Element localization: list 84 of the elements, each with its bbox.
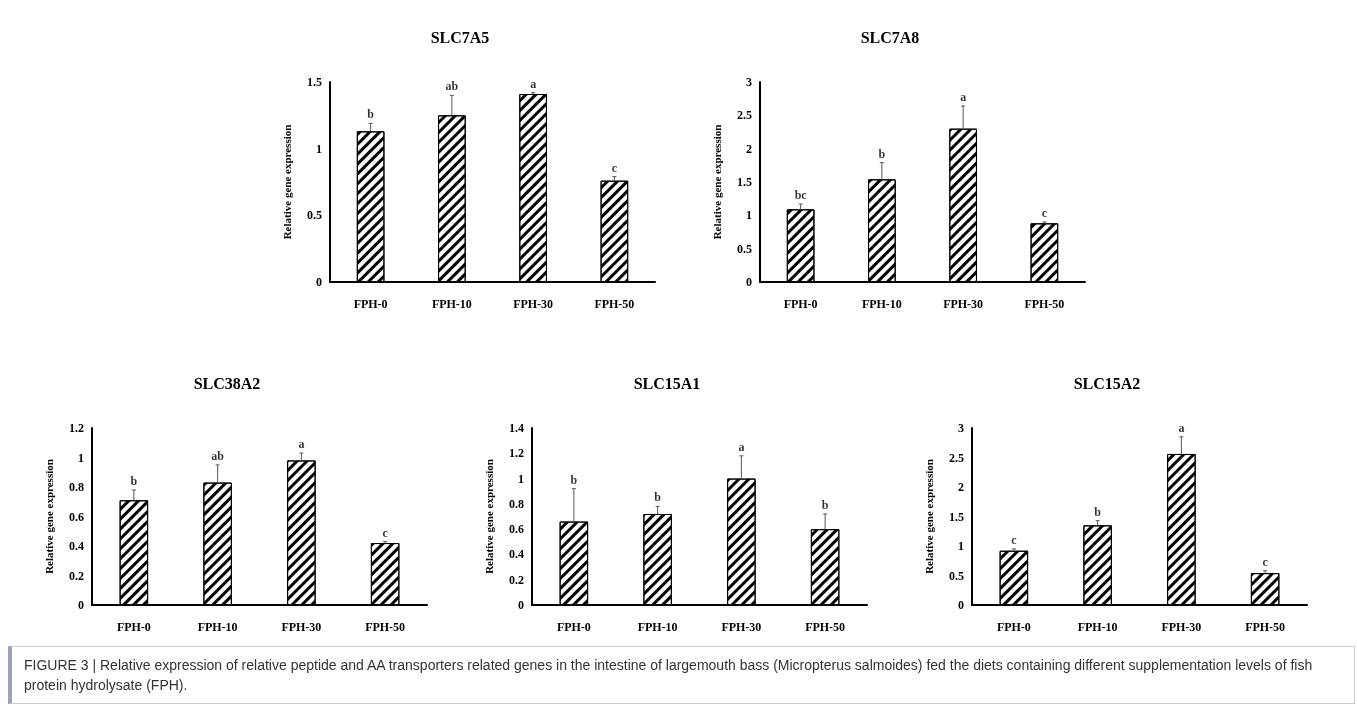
annotation: a [960,90,967,104]
y-tick-label: 2.5 [949,450,964,465]
annotation: b [1094,504,1102,519]
annotation: bc [794,188,808,202]
y-tick-label: 1.5 [949,509,964,524]
y-tick-label: 1 [746,208,752,223]
x-tick-label: FPH-0 [996,620,1031,634]
y-tick-label: 0 [746,275,752,289]
y-tick-label: 0 [316,275,322,289]
x-tick-label: FPH-30 [281,620,322,634]
x-tick-label: FPH-50 [1024,297,1065,311]
annotation: b [821,497,829,512]
annotation: c [611,160,618,175]
x-tick-label: FPH-50 [1245,620,1286,634]
x-tick-label: FPH-0 [556,620,591,634]
annotation: ab [445,79,459,94]
y-tick-label: 1.2 [509,446,524,461]
annotation: b [367,107,375,122]
y-tick-label: 2 [958,480,964,494]
x-tick-label: FPH-30 [513,297,554,311]
y-tick-label: 0.5 [737,241,752,256]
y-tick-label: 0.4 [509,547,524,562]
y-axis-title: Relative gene expression [710,124,723,240]
y-tick-label: 1 [78,450,84,465]
x-tick-label: FPH-10 [197,620,238,634]
y-tick-label: 0 [78,598,84,612]
y-tick-label: 0 [518,598,524,612]
x-tick-label: FPH-0 [783,297,818,311]
y-axis-title: Relative gene expression [280,124,293,240]
x-tick-label: FPH-10 [1077,620,1118,634]
caption: FIGURE 3 | Relative expression of relative peptide and AA transporters related genes in the intestine of largemouth bass (Micropterus salmoides) fed the diets containing different supplementation levels of fish protein hydrolysate (FPH). [24,656,1314,695]
x-tick-label: FPH-50 [365,620,406,634]
annotation: a [738,439,745,454]
y-tick-label: 0.5 [949,568,964,583]
y-axis-title: Relative gene expression [922,459,935,574]
annotation: c [382,525,389,540]
annotation: a [1178,420,1185,435]
y-tick-label: 0.8 [509,496,524,511]
annotation: b [130,473,138,488]
x-tick-label: FPH-50 [805,620,846,634]
annotation: a [298,437,305,452]
y-axis-title: Relative gene expression [42,459,55,574]
y-tick-label: 1.5 [307,75,322,89]
x-tick-label: FPH-10 [637,620,678,634]
annotation: b [878,146,886,161]
annotation: c [1011,532,1018,547]
x-tick-label: FPH-30 [1161,620,1202,634]
x-tick-label: FPH-0 [116,620,151,634]
x-tick-label: FPH-0 [353,297,388,311]
y-tick-label: 1.2 [69,421,84,435]
y-tick-label: 0.4 [69,539,84,553]
chart-title: SLC15A1 [633,374,701,392]
y-tick-label: 1 [518,471,524,486]
chart-title: SLC15A2 [1073,374,1141,392]
annotation: b [654,490,662,505]
annotation: a [530,76,537,91]
chart-title: SLC38A2 [193,374,261,392]
y-tick-label: 0.5 [307,208,322,223]
annotation: c [1262,554,1269,569]
x-tick-label: FPH-10 [861,297,902,311]
y-tick-label: 3 [958,421,964,435]
chart-title: SLC7A8 [860,28,920,46]
y-tick-label: 1 [958,539,964,553]
x-tick-label: FPH-30 [721,620,762,634]
y-tick-label: 0.8 [69,480,84,494]
annotation: b [570,472,578,487]
annotation: ab [211,448,225,463]
y-tick-label: 2.5 [737,108,752,123]
y-tick-label: 0.2 [509,572,524,587]
y-axis-title: Relative gene expression [482,459,495,574]
y-tick-label: 1 [316,141,322,156]
annotation: c [1041,206,1048,220]
chart-title: SLC7A5 [430,28,490,46]
y-tick-label: 1.4 [509,421,524,435]
y-tick-label: 3 [746,75,752,89]
x-tick-label: FPH-10 [431,297,472,311]
y-tick-label: 2 [746,141,752,156]
x-tick-label: FPH-50 [594,297,635,311]
y-tick-label: 0.6 [509,522,524,537]
y-tick-label: 0 [958,598,964,612]
y-tick-label: 0.6 [69,509,84,524]
y-tick-label: 1.5 [737,175,752,189]
y-tick-label: 0.2 [69,568,84,583]
x-tick-label: FPH-30 [943,297,984,311]
